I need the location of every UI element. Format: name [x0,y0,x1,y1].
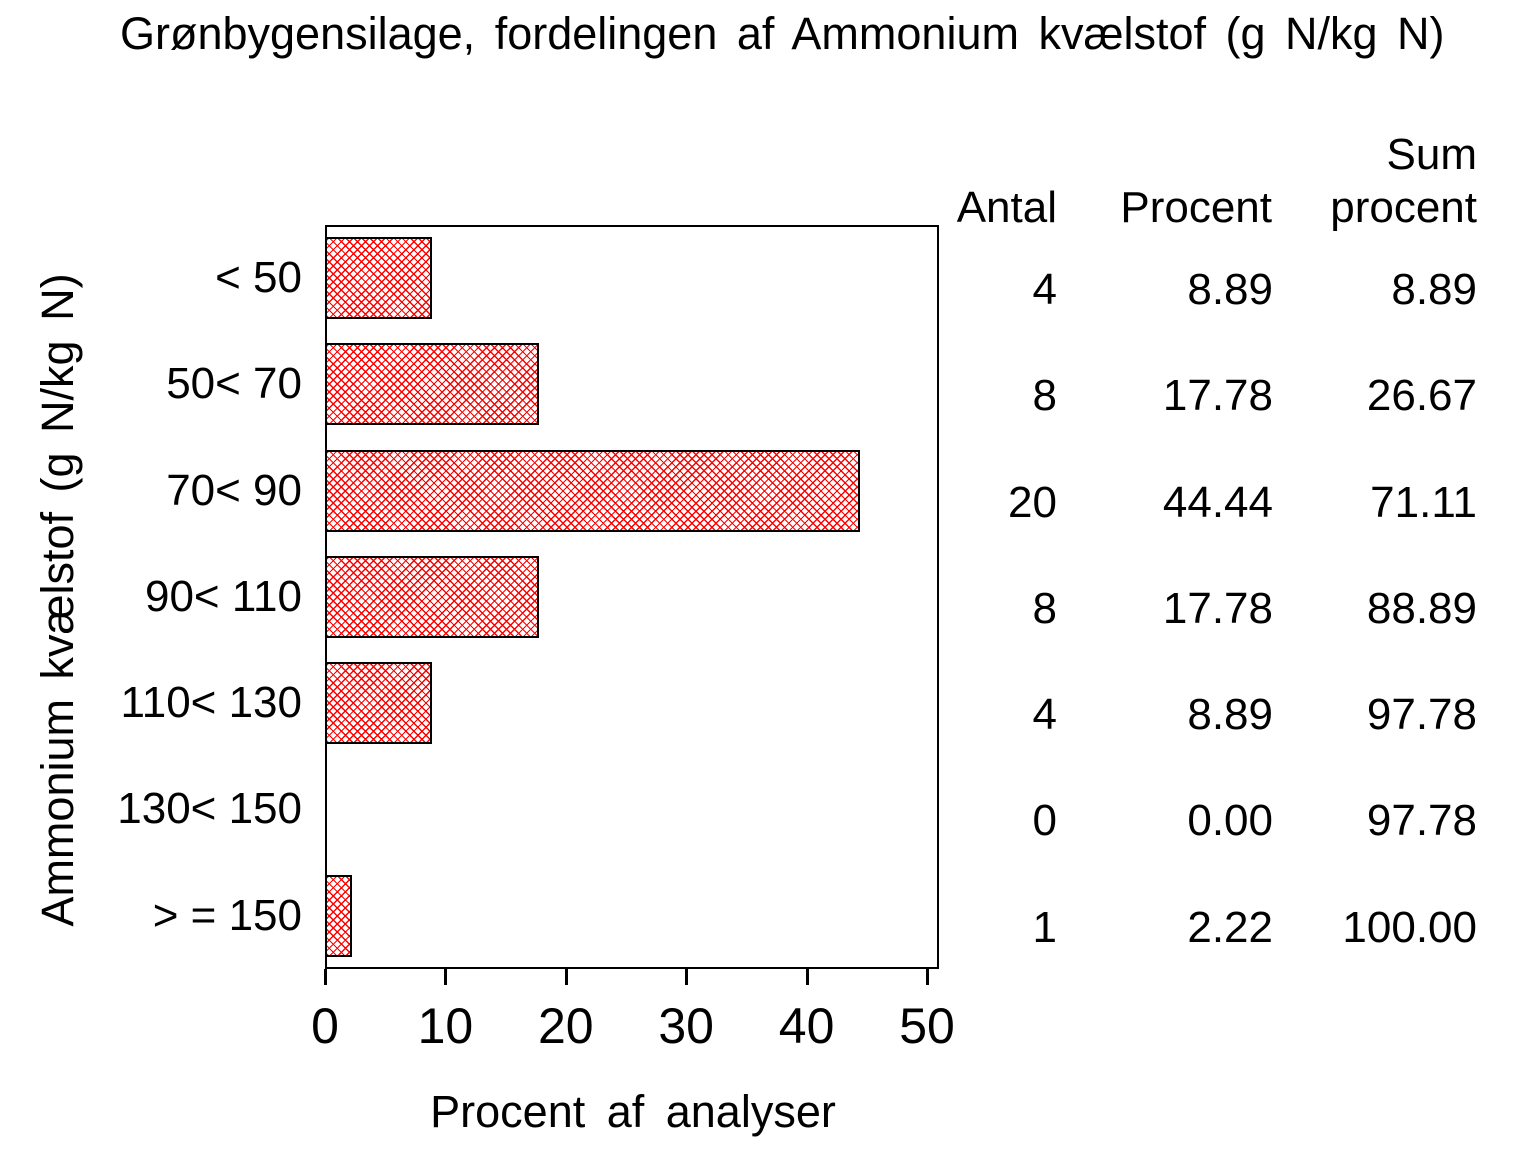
category-label: 70< 90 [166,465,302,515]
x-axis-tick-label: 30 [658,998,714,1054]
table-cell-sum: 71.11 [1370,477,1477,527]
table-cell-antal: 8 [1032,371,1057,421]
category-label: > = 150 [152,890,302,940]
table-cell-procent: 2.22 [1187,902,1273,952]
x-axis-tick-label: 10 [417,998,474,1054]
x-axis-tick [805,969,809,985]
category-label: 130< 150 [117,784,302,834]
category-label: 90< 110 [144,571,302,621]
x-axis-tick-label: 20 [537,998,594,1054]
bar [325,555,539,638]
table-cell-antal: 4 [1032,265,1057,314]
x-axis-tick-label: 0 [311,998,339,1054]
table-cell-procent: 0.00 [1187,796,1273,846]
table-cell-antal: 4 [1032,690,1057,740]
table-cell-procent: 44.44 [1162,477,1273,527]
bar [325,343,539,426]
table-cell-procent: 17.78 [1162,583,1273,633]
plot-area [325,225,939,969]
bar [325,237,432,319]
table-header-sum-line1: Sum [1386,130,1477,179]
table-cell-sum: 88.89 [1366,583,1477,633]
table-cell-sum: 97.78 [1366,690,1477,740]
x-axis-tick [444,969,448,985]
x-axis-tick [564,969,568,985]
chart-title: Grønbygensilage, fordelingen af Ammonium… [120,8,1445,59]
table-cell-procent: 17.78 [1162,371,1273,421]
bar [325,449,860,532]
table-header-antal: Antal [956,183,1057,232]
bar [325,662,432,745]
category-label: < 50 [215,253,302,302]
table-cell-procent: 8.89 [1187,690,1273,740]
table-cell-sum: 26.67 [1366,371,1477,421]
x-axis-tick [926,969,929,985]
x-axis-tick-label: 40 [778,998,835,1054]
table-cell-sum: 8.89 [1391,265,1477,314]
table-cell-antal: 0 [1032,796,1057,846]
table-cell-sum: 97.78 [1366,796,1477,846]
table-cell-antal: 20 [1008,477,1057,527]
category-label: 50< 70 [166,359,302,409]
bar [325,874,352,957]
table-cell-procent: 8.89 [1187,265,1273,314]
x-axis-tick [324,969,327,985]
table-header-sum-line2: procent [1330,183,1477,232]
x-axis-tick-label: 50 [899,998,955,1054]
x-axis-tick [685,969,689,985]
category-label: 110< 130 [120,678,302,728]
table-cell-sum: 100.00 [1342,902,1477,952]
table-cell-antal: 1 [1032,902,1057,952]
y-axis-label: Ammonium kvælstof (g N/kg N) [32,273,83,927]
table-header-procent: Procent [1120,183,1272,232]
table-cell-antal: 8 [1032,583,1057,633]
x-axis-label: Procent af analyser [430,1086,836,1137]
